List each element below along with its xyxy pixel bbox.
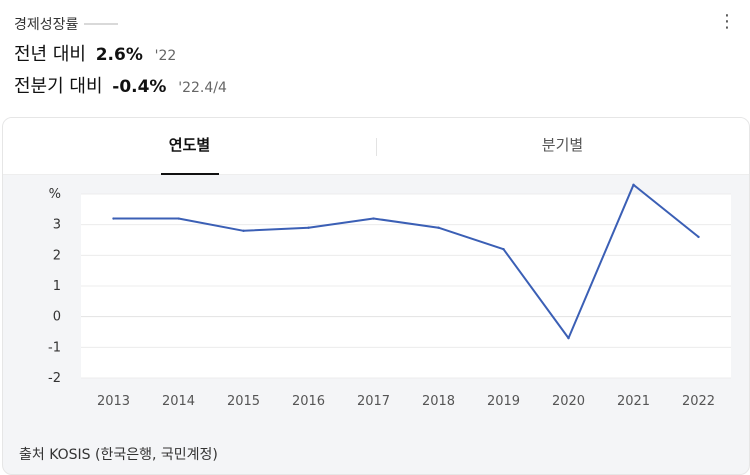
- x-tick-label: 2014: [162, 394, 195, 409]
- data-point: [112, 217, 115, 220]
- tab-quarterly[interactable]: 분기별: [541, 136, 584, 154]
- yoy-stat: 전년 대비 2.6% '22: [14, 40, 736, 66]
- tab-divider: [376, 138, 377, 156]
- y-tick-label: 1: [53, 279, 61, 294]
- data-point: [632, 183, 635, 186]
- y-axis-unit: %: [49, 187, 61, 202]
- x-tick-label: 2013: [97, 394, 130, 409]
- qoq-stat: 전분기 대비 -0.4% '22.4/4: [14, 72, 736, 98]
- y-tick-label: 0: [53, 310, 61, 325]
- title-row: 경제성장률: [14, 14, 736, 34]
- data-point: [437, 226, 440, 229]
- x-tick-label: 2018: [422, 394, 455, 409]
- y-tick-label: 3: [53, 218, 61, 233]
- x-tick-label: 2015: [227, 394, 260, 409]
- x-tick-label: 2017: [357, 394, 390, 409]
- y-tick-label: 2: [53, 248, 61, 263]
- data-point: [502, 248, 505, 251]
- x-tick-label: 2022: [682, 394, 715, 409]
- chart-card: 연도별 분기별 % -2 -1 0 1 2 3 2013 2014 2015 2016 2017 201…: [2, 117, 750, 475]
- qoq-period: '22.4/4: [178, 80, 227, 96]
- data-point: [242, 229, 245, 232]
- stats-header: 경제성장률 ⋮ 전년 대비 2.6% '22 전분기 대비 -0.4% '22.…: [14, 11, 736, 98]
- data-point: [307, 226, 310, 229]
- x-tick-label: 2019: [487, 394, 520, 409]
- y-tick-label: -2: [48, 371, 61, 386]
- growth-line-chart: % -2 -1 0 1 2 3 2013 2014 2015 2016 2017 2018 2019 202…: [48, 183, 731, 409]
- data-point: [177, 217, 180, 220]
- y-tick-label: -1: [48, 340, 61, 355]
- yoy-period: '22: [154, 48, 177, 64]
- qoq-label: 전분기 대비: [14, 76, 103, 97]
- series-line: [112, 183, 700, 340]
- yoy-label: 전년 대비: [14, 44, 86, 65]
- section-title: 경제성장률: [14, 17, 79, 33]
- yoy-value: 2.6%: [95, 45, 143, 65]
- more-vertical-icon[interactable]: ⋮: [718, 11, 736, 32]
- source-text: 출처 KOSIS (한국은행, 국민계정): [19, 447, 218, 463]
- title-underline: [84, 23, 119, 25]
- qoq-value: -0.4%: [112, 77, 167, 97]
- x-tick-label: 2016: [292, 394, 325, 409]
- data-point: [697, 235, 700, 239]
- x-tick-label: 2021: [617, 394, 650, 409]
- tab-yearly[interactable]: 연도별: [3, 118, 376, 174]
- x-tick-label: 2020: [552, 394, 585, 409]
- data-point: [567, 336, 570, 340]
- data-point: [372, 217, 375, 220]
- period-tabs: 연도별 분기별: [3, 118, 749, 175]
